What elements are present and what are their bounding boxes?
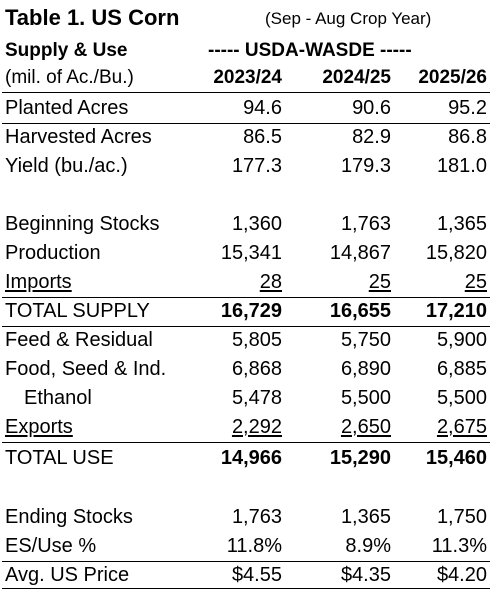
cell-2023-24: 16,729 [220, 300, 282, 322]
cell-2023-24: 11.8% [226, 535, 282, 557]
cell-2024-25: 16,655 [329, 300, 391, 322]
row-label: Ethanol [24, 387, 92, 409]
table-row: Production 15,341 14,867 15,820 [0, 239, 493, 268]
row-rule [2, 442, 490, 443]
table-bottom-rule [2, 588, 490, 589]
table-row: TOTAL USE 14,966 15,290 15,460 [0, 444, 493, 473]
cell-2023-24: 5,478 [231, 387, 282, 409]
row-label: TOTAL SUPPLY [5, 300, 150, 322]
table-row: Harvested Acres 86.5 82.9 86.8 [0, 123, 493, 152]
row-label: Planted Acres [5, 97, 129, 119]
table-row: TOTAL SUPPLY 16,729 16,655 17,210 [0, 297, 493, 326]
units-label: (mil. of Ac./Bu.) [5, 67, 134, 88]
cell-2024-25: 2,650 [340, 416, 391, 438]
cell-2023-24: $4.55 [231, 564, 282, 586]
cell-2024-25: 1,365 [340, 506, 391, 528]
column-header-2023-24: 2023/24 [213, 67, 282, 88]
cell-2023-24: 5,805 [231, 329, 282, 351]
cell-2025-26: 25 [464, 271, 487, 293]
row-rule [2, 123, 490, 124]
row-label: Ending Stocks [5, 506, 133, 528]
table-row: Avg. US Price $4.55 $4.35 $4.20 [0, 561, 493, 590]
table-row: Exports 2,292 2,650 2,675 [0, 413, 493, 442]
row-label: Production [5, 242, 101, 264]
cell-2025-26: 5,500 [436, 387, 487, 409]
row-label: Food, Seed & Ind. [5, 358, 167, 380]
cell-2023-24: 1,360 [231, 213, 282, 235]
table-row: Food, Seed & Ind. 6,868 6,890 6,885 [0, 355, 493, 384]
cell-2024-25: 5,750 [340, 329, 391, 351]
cell-2023-24: 28 [259, 271, 282, 293]
header-rule [2, 92, 490, 93]
row-rule [2, 297, 490, 298]
row-label: TOTAL USE [5, 447, 114, 469]
cell-2025-26: 181.0 [436, 155, 487, 177]
cell-2025-26: 5,900 [436, 329, 487, 351]
row-rule [2, 561, 490, 562]
cell-2023-24: 2,292 [231, 416, 282, 438]
table-row: Imports 28 25 25 [0, 268, 493, 297]
cell-2023-24: 15,341 [220, 242, 282, 264]
table-row: Ending Stocks 1,763 1,365 1,750 [0, 503, 493, 532]
table-row: Planted Acres 94.6 90.6 95.2 [0, 94, 493, 123]
cell-2025-26: 15,460 [425, 447, 487, 469]
column-header-2024-25: 2024/25 [322, 67, 391, 88]
row-label: Exports [5, 416, 73, 438]
table-row: Yield (bu./ac.) 177.3 179.3 181.0 [0, 152, 493, 181]
cell-2025-26: 1,365 [436, 213, 487, 235]
cell-2024-25: 5,500 [340, 387, 391, 409]
cell-2024-25: 1,763 [340, 213, 391, 235]
cell-2023-24: 177.3 [231, 155, 282, 177]
cell-2025-26: 6,885 [436, 358, 487, 380]
table-row: Ethanol 5,478 5,500 5,500 [0, 384, 493, 413]
crop-year-note: (Sep - Aug Crop Year) [265, 9, 432, 28]
row-label: Yield (bu./ac.) [5, 155, 128, 177]
cell-2024-25: 25 [368, 271, 391, 293]
cell-2024-25: 14,867 [329, 242, 391, 264]
cell-2024-25: 179.3 [340, 155, 391, 177]
row-label: Avg. US Price [5, 564, 130, 586]
cell-2025-26: 86.8 [448, 126, 487, 148]
table-title: Table 1. US Corn [5, 5, 180, 30]
cell-2023-24: 94.6 [243, 97, 282, 119]
cell-2024-25: 82.9 [352, 126, 391, 148]
cell-2025-26: 2,675 [436, 416, 487, 438]
cell-2023-24: 1,763 [231, 506, 282, 528]
table-row: Beginning Stocks 1,360 1,763 1,365 [0, 210, 493, 239]
column-header-2025-26: 2025/26 [418, 67, 487, 88]
row-label: Feed & Residual [5, 329, 153, 351]
cell-2025-26: 11.3% [431, 535, 487, 557]
cell-2024-25: 90.6 [352, 97, 391, 119]
cell-2024-25: 8.9% [345, 535, 391, 557]
table-row: Feed & Residual 5,805 5,750 5,900 [0, 326, 493, 355]
source-label: ----- USDA-WASDE ----- [208, 40, 412, 61]
cell-2023-24: 86.5 [243, 126, 282, 148]
cell-2025-26: 95.2 [448, 97, 487, 119]
row-label: Beginning Stocks [5, 213, 160, 235]
cell-2024-25: 6,890 [340, 358, 391, 380]
cell-2025-26: $4.20 [436, 564, 487, 586]
cell-2025-26: 15,820 [425, 242, 487, 264]
cell-2023-24: 6,868 [231, 358, 282, 380]
cell-2023-24: 14,966 [220, 447, 282, 469]
row-rule [2, 326, 490, 327]
row-label: ES/Use % [5, 535, 97, 557]
cell-2025-26: 1,750 [436, 506, 487, 528]
row-label: Harvested Acres [5, 126, 152, 148]
table-row: ES/Use % 11.8% 8.9% 11.3% [0, 532, 493, 561]
cell-2025-26: 17,210 [425, 300, 487, 322]
cell-2024-25: 15,290 [329, 447, 391, 469]
cell-2024-25: $4.35 [340, 564, 391, 586]
section-label: Supply & Use [5, 40, 128, 61]
row-label: Imports [5, 271, 72, 293]
